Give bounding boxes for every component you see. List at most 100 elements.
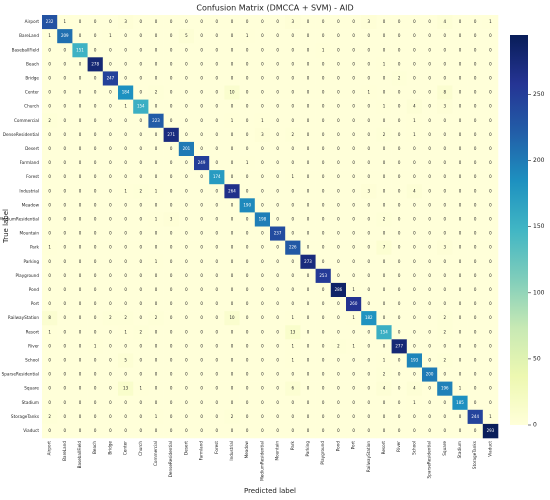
heatmap-cell	[194, 141, 210, 157]
heatmap-cell	[72, 212, 88, 227]
heatmap-cell	[178, 268, 195, 284]
heatmap-cell	[178, 43, 195, 58]
heatmap-cell	[300, 57, 316, 72]
cell-label: 0	[261, 287, 264, 292]
cell-label: 0	[413, 245, 416, 250]
x-tick-label: Center	[123, 441, 128, 455]
cell-label: 0	[428, 245, 431, 250]
cell-label: 0	[398, 216, 401, 221]
cell-label: 0	[79, 75, 82, 80]
heatmap-cell	[209, 71, 225, 86]
heatmap-cell	[315, 409, 332, 425]
heatmap-cell	[376, 43, 392, 58]
heatmap-cell	[194, 395, 210, 411]
cell-label: 0	[322, 104, 325, 109]
heatmap-cell	[361, 57, 377, 72]
heatmap-cell	[361, 367, 377, 382]
heatmap-cell	[315, 127, 332, 143]
cell-label: 0	[413, 19, 416, 24]
heatmap-cell	[72, 141, 88, 157]
cell-label: 0	[428, 357, 431, 362]
heatmap-cell	[163, 381, 180, 396]
heatmap-cell	[285, 170, 301, 185]
heatmap-cell	[422, 353, 438, 368]
cell-label: 0	[64, 414, 67, 419]
cell-label: 1	[94, 343, 97, 348]
heatmap-cell	[254, 254, 271, 270]
heatmap-cell	[72, 367, 88, 382]
cell-label: 0	[307, 287, 310, 292]
heatmap-cell	[482, 423, 499, 439]
cell-label: 0	[185, 301, 188, 306]
heatmap-cell	[57, 254, 73, 270]
heatmap-cell	[391, 184, 408, 199]
cell-label: 0	[489, 357, 492, 362]
heatmap-cell	[178, 367, 195, 382]
cell-label: 0	[124, 245, 127, 250]
cell-label: 0	[337, 315, 340, 320]
heatmap-cell	[346, 339, 362, 354]
heatmap-cell	[346, 325, 362, 340]
cell-label: 190	[243, 202, 251, 207]
cell-label: 0	[276, 245, 279, 250]
heatmap-cell	[376, 423, 392, 439]
heatmap-cell	[148, 156, 164, 171]
cell-label: 3	[124, 19, 127, 24]
cell-label: 0	[352, 414, 355, 419]
cell-label: 1	[383, 61, 386, 66]
heatmap-cell	[346, 15, 362, 30]
cell-label: 0	[185, 118, 188, 123]
heatmap-cell	[209, 353, 225, 368]
cell-label: 0	[109, 104, 112, 109]
heatmap-cell	[330, 156, 347, 171]
heatmap-cell	[178, 99, 195, 114]
cell-label: 0	[216, 104, 219, 109]
cell-label: 0	[352, 245, 355, 250]
cell-label: 0	[322, 231, 325, 236]
cell-label: 0	[307, 160, 310, 165]
cell-label: 0	[428, 231, 431, 236]
cell-label: 0	[200, 118, 203, 123]
cell-label: 0	[474, 202, 477, 207]
cell-label: 0	[383, 75, 386, 80]
cell-label: 0	[292, 104, 295, 109]
heatmap-cell	[406, 170, 423, 185]
heatmap-cell	[285, 325, 301, 340]
cell-label: 0	[474, 188, 477, 193]
heatmap-cell	[87, 85, 104, 100]
heatmap-cell	[406, 198, 423, 213]
cell-label: 0	[489, 47, 492, 52]
heatmap-cell	[72, 409, 88, 425]
cell-label: 0	[124, 400, 127, 405]
cell-label: 0	[124, 301, 127, 306]
heatmap-cell	[254, 212, 271, 227]
cell-label: 0	[246, 315, 249, 320]
cell-label: 0	[64, 301, 67, 306]
cell-label: 0	[398, 315, 401, 320]
cell-label: 0	[79, 61, 82, 66]
heatmap-cell	[57, 226, 73, 241]
heatmap-cell	[72, 15, 88, 30]
heatmap-cell	[118, 184, 134, 199]
cell-label: 0	[94, 202, 97, 207]
heatmap-cell	[87, 212, 104, 227]
cell-label: 0	[337, 357, 340, 362]
cell-label: 0	[444, 174, 447, 179]
cell-label: 0	[216, 61, 219, 66]
heatmap-cell	[87, 409, 104, 425]
heatmap-cell	[300, 198, 316, 213]
heatmap-cell	[57, 282, 73, 298]
heatmap-cell	[194, 71, 210, 86]
heatmap-cell	[406, 311, 423, 326]
cell-label: 0	[474, 231, 477, 236]
cell-label: 0	[428, 428, 431, 433]
heatmap-cell	[315, 395, 332, 411]
cell-label: 0	[352, 188, 355, 193]
cell-label: 0	[276, 33, 279, 38]
heatmap-cell	[224, 311, 240, 326]
cell-label: 0	[109, 132, 112, 137]
heatmap-cell	[437, 282, 453, 298]
heatmap-cell	[163, 85, 180, 100]
cell-label: 0	[109, 231, 112, 236]
cell-label: 0	[352, 61, 355, 66]
